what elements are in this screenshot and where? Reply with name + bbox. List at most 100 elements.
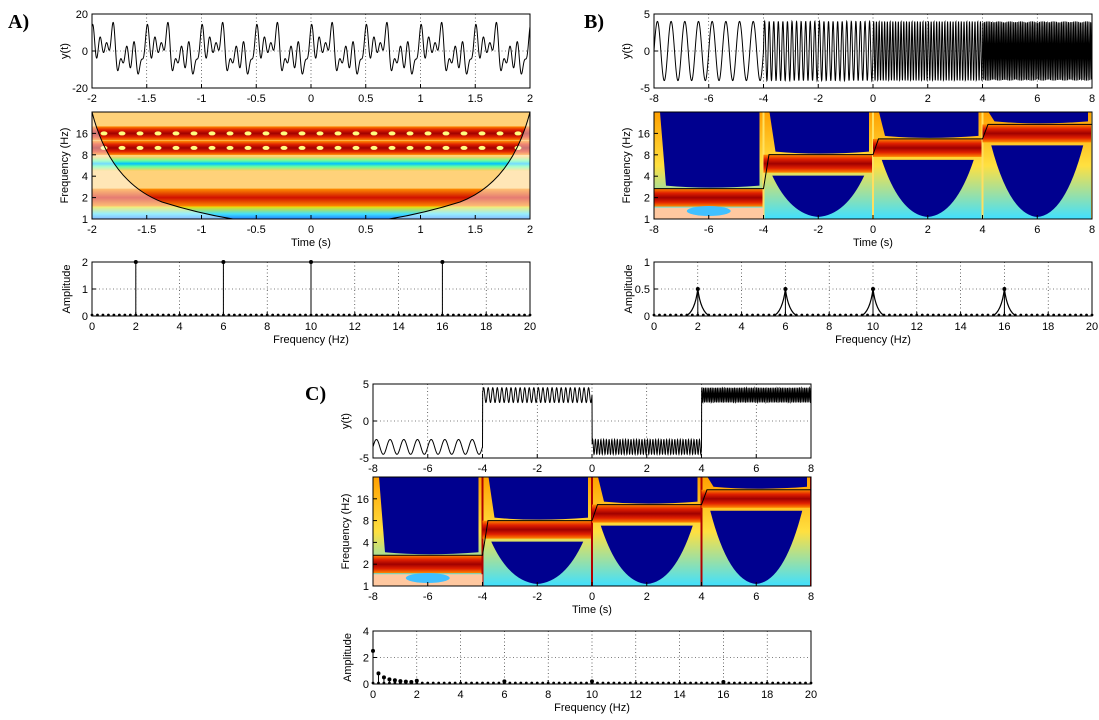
low-power-region bbox=[988, 112, 1088, 124]
y-tick-label: -20 bbox=[72, 83, 88, 95]
y-axis-label: Frequency (Hz) bbox=[621, 128, 633, 204]
y-axis-label: Frequency (Hz) bbox=[340, 494, 352, 570]
spectrum-peak bbox=[403, 679, 408, 684]
ripple-dot bbox=[460, 145, 468, 150]
spectrum-lobe bbox=[773, 288, 798, 317]
spectrum-lobe bbox=[685, 288, 711, 317]
ripple-dot bbox=[280, 145, 288, 150]
ripple-dot bbox=[118, 131, 126, 136]
ripple-dot bbox=[244, 145, 252, 150]
y-tick-label: 16 bbox=[638, 128, 650, 140]
ripple-dot bbox=[298, 145, 306, 150]
low-power-region bbox=[660, 112, 760, 188]
x-tick-label: 16 bbox=[436, 321, 448, 333]
ridge-band bbox=[982, 124, 1092, 143]
ripple-dot bbox=[388, 131, 396, 136]
x-tick-label: -4 bbox=[478, 463, 488, 475]
x-tick-label: 20 bbox=[805, 689, 817, 701]
ripple-dot bbox=[442, 145, 450, 150]
ripple-dot bbox=[262, 145, 270, 150]
x-tick-label: 14 bbox=[673, 689, 685, 701]
y-tick-label: 4 bbox=[363, 537, 369, 549]
low-power-region bbox=[707, 477, 807, 489]
cone-of-influence-line bbox=[92, 112, 530, 219]
spectrum-plot: 0 2 4 6 8 10 12 14 16 18 20 0 0.5 1 Amplitude Frequency… bbox=[623, 257, 1098, 346]
x-tick-label: 2 bbox=[527, 93, 533, 105]
cone-of-influence-shade bbox=[92, 112, 530, 219]
x-tick-label: 8 bbox=[826, 321, 832, 333]
x-tick-label: 2 bbox=[414, 689, 420, 701]
x-tick-label: 6 bbox=[753, 591, 759, 603]
spectrum-peak bbox=[387, 677, 392, 682]
x-tick-label: 8 bbox=[1089, 224, 1095, 236]
x-tick-label: 0 bbox=[870, 224, 876, 236]
y-axis-label: y(t) bbox=[621, 43, 633, 59]
low-frequency-spot bbox=[686, 206, 731, 216]
x-tick-label: 4 bbox=[458, 689, 464, 701]
low-power-fan bbox=[772, 175, 865, 217]
ripple-dot bbox=[136, 145, 144, 150]
x-tick-label: 6 bbox=[220, 321, 226, 333]
x-tick-label: 20 bbox=[524, 321, 536, 333]
x-tick-label: 14 bbox=[954, 321, 966, 333]
ripple-dot bbox=[352, 131, 360, 136]
power-band bbox=[92, 140, 530, 155]
x-tick-label: 0 bbox=[870, 93, 876, 105]
ridge-band bbox=[701, 489, 811, 508]
ripple-dot bbox=[442, 131, 450, 136]
x-tick-label: 0 bbox=[370, 689, 376, 701]
x-tick-label: -8 bbox=[368, 591, 378, 603]
axes-frame bbox=[372, 476, 812, 587]
low-power-fan bbox=[600, 525, 693, 584]
x-tick-label: 6 bbox=[1034, 224, 1040, 236]
y-tick-label: 8 bbox=[644, 150, 650, 162]
x-tick-label: 6 bbox=[782, 321, 788, 333]
ripple-dot bbox=[478, 131, 486, 136]
scalogram bbox=[654, 112, 1092, 219]
y-tick-label: 8 bbox=[82, 150, 88, 162]
x-tick-label: 8 bbox=[1089, 93, 1095, 105]
axes-frame bbox=[653, 111, 1093, 220]
ripple-dot bbox=[424, 131, 432, 136]
x-tick-label: 2 bbox=[695, 321, 701, 333]
x-tick-label: -0.5 bbox=[247, 93, 266, 105]
ripple-dot bbox=[100, 131, 108, 136]
low-power-region bbox=[488, 477, 588, 520]
signal-plot: -8 -6 -4 -2 0 2 4 6 8 -5 0 5 y(t) bbox=[621, 9, 1095, 105]
x-axis-label: Frequency (Hz) bbox=[835, 334, 911, 346]
x-tick-label: 10 bbox=[867, 321, 879, 333]
y-axis-label: Amplitude bbox=[342, 633, 354, 682]
ripple-dot bbox=[208, 131, 216, 136]
ripple-dot bbox=[172, 131, 180, 136]
y-tick-label: 1 bbox=[644, 214, 650, 226]
scalogram-plot: -8 -6 -4 -2 0 2 4 6 8 1 2 4 8 16 Frequency (Hz) Time (s… bbox=[621, 111, 1095, 249]
x-tick-label: 1 bbox=[417, 93, 423, 105]
x-tick-label: 0 bbox=[89, 321, 95, 333]
x-tick-label: 0.5 bbox=[358, 93, 373, 105]
spectrum-peak bbox=[409, 680, 414, 685]
ripple-dot bbox=[406, 131, 414, 136]
ripple-dot bbox=[154, 131, 162, 136]
ridge-contour bbox=[654, 123, 1092, 190]
spectrum-peak bbox=[398, 679, 403, 684]
y-tick-label: 2 bbox=[363, 653, 369, 665]
y-tick-label: 16 bbox=[76, 128, 88, 140]
axes-frame bbox=[372, 630, 812, 685]
power-band bbox=[92, 126, 530, 141]
x-tick-label: -0.5 bbox=[247, 224, 266, 236]
y-tick-label: -5 bbox=[359, 453, 369, 465]
ripple-dot bbox=[370, 145, 378, 150]
ripple-dot bbox=[424, 145, 432, 150]
ripple-dot bbox=[370, 131, 378, 136]
x-tick-label: 8 bbox=[264, 321, 270, 333]
y-tick-label: 1 bbox=[644, 257, 650, 269]
signal-trace bbox=[92, 21, 530, 75]
ripple-dot bbox=[352, 145, 360, 150]
y-tick-label: 0.5 bbox=[635, 284, 650, 296]
axes-frame bbox=[653, 261, 1093, 317]
x-tick-label: 8 bbox=[545, 689, 551, 701]
